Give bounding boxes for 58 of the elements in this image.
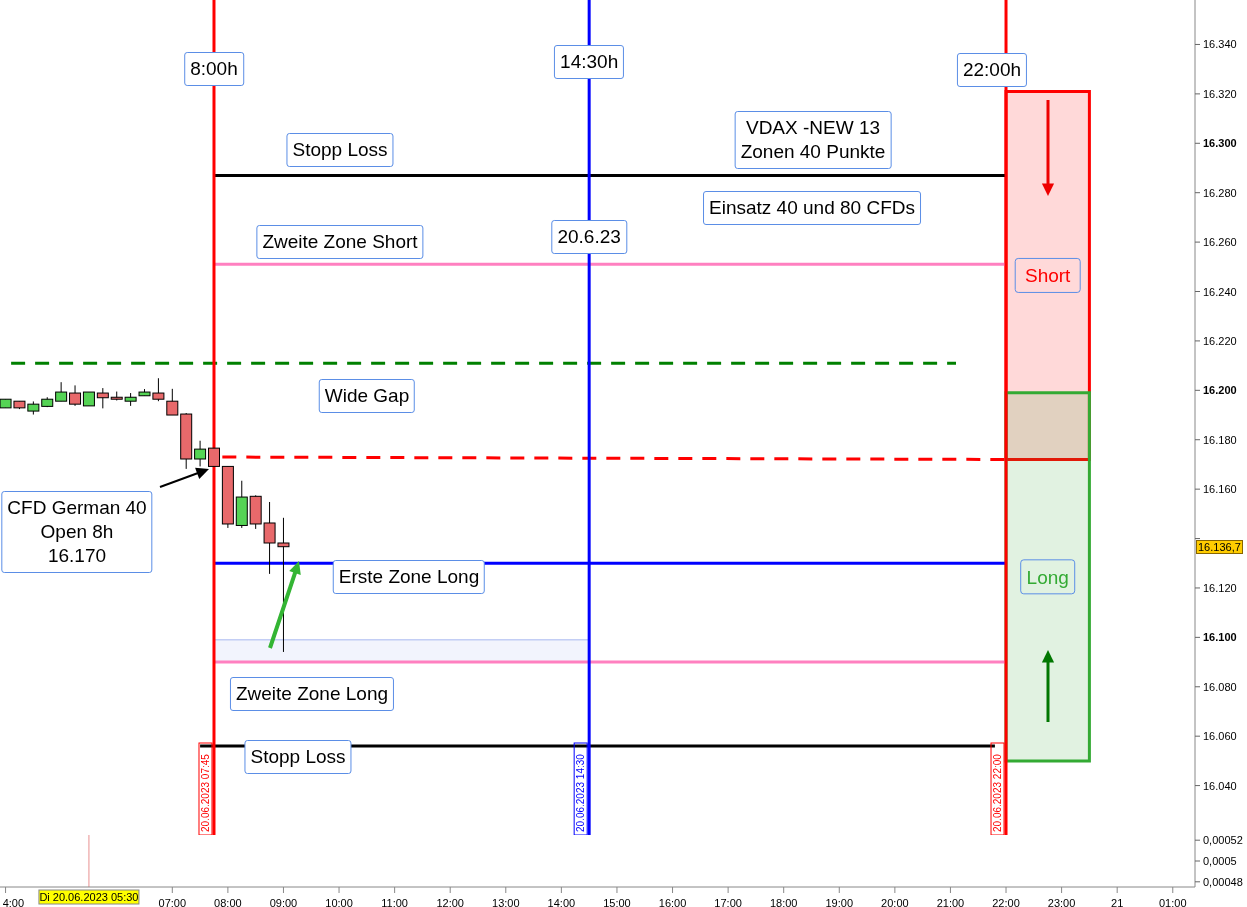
- x-tick-label: 19:00: [825, 897, 854, 907]
- x-tick-label: 10:00: [325, 897, 353, 907]
- ref-line-label: 20.06.2023 07:45: [199, 753, 211, 832]
- x-tick-label: 07:00: [158, 897, 187, 907]
- annotation: Zweite Zone Short: [256, 225, 424, 259]
- y-tick-label: 16.100: [1203, 631, 1237, 644]
- annotation: Stopp Loss: [286, 133, 394, 167]
- y-tick-label: 16.240: [1203, 285, 1237, 298]
- y-tick-label: 16.060: [1203, 730, 1237, 743]
- text: 16.136,7: [1196, 540, 1243, 554]
- y-tick-label: 16.080: [1203, 680, 1237, 693]
- ref-line-label: 20.06.2023 14:30: [575, 753, 587, 832]
- annotation: CFD German 40 Open 8h 16.170: [1, 491, 153, 573]
- y-tick-label: 16.300: [1203, 137, 1237, 150]
- x-tick-label: 08:00: [214, 897, 242, 907]
- x-tick-label: 13:00: [492, 897, 520, 907]
- x-tick-label: 20:00: [881, 897, 909, 907]
- ref-line-label: 20.06.2023 22:00: [992, 753, 1004, 832]
- y-tick-label: 16.220: [1203, 334, 1237, 347]
- y-tick-label: 0,0005: [1203, 855, 1237, 867]
- band-label: Long: [1026, 566, 1069, 588]
- annotation: VDAX -NEW 13 Zonen 40 Punkte: [734, 111, 892, 169]
- ref-line-label: Di 20.06.2023 05:30: [39, 891, 139, 903]
- y-tick-label: 16.120: [1203, 581, 1237, 594]
- x-tick-label: 18:00: [769, 897, 798, 907]
- annotation: Wide Gap: [318, 379, 416, 413]
- x-tick-label: 15:00: [603, 897, 631, 907]
- x-tick-label: 23:00: [1047, 897, 1076, 907]
- y-tick-label: 16.320: [1203, 87, 1237, 100]
- y-tick-label: 16.280: [1203, 186, 1237, 199]
- x-tick-label: 21:00: [936, 897, 965, 907]
- annotation: Stopp Loss: [244, 740, 352, 774]
- x-tick-label: 11:00: [381, 897, 408, 907]
- x-tick-label: 14:00: [547, 897, 576, 907]
- x-tick-label: 21: [1111, 897, 1124, 907]
- y-tick-label: 16.040: [1203, 779, 1237, 792]
- annotation: 22:00h: [956, 53, 1028, 87]
- x-tick-label: 4:00: [2, 897, 25, 907]
- x-tick-label: 01:00: [1159, 897, 1187, 907]
- x-tick-label: 17:00: [714, 897, 742, 907]
- y-tick-label: 16.260: [1203, 236, 1237, 249]
- y-tick-label: 0,00052: [1203, 834, 1243, 847]
- y-tick-label: 0,00048: [1203, 875, 1243, 888]
- annotation: 20.6.23: [551, 220, 627, 255]
- annotation: 14:30h: [554, 44, 625, 79]
- annotation: Einsatz 40 und 80 CFDs: [703, 191, 921, 225]
- x-tick-label: 12:00: [436, 897, 464, 907]
- y-tick-label: 16.160: [1203, 483, 1237, 496]
- annotation: Zweite Zone Long: [229, 677, 395, 711]
- x-tick-label: 22:00: [992, 897, 1020, 907]
- annotation: 8:00h: [184, 52, 244, 87]
- x-tick-label: 16:00: [658, 897, 687, 907]
- y-tick-label: 16.200: [1203, 384, 1237, 397]
- y-tick-label: 16.180: [1203, 433, 1237, 446]
- band-label: Short: [1025, 265, 1072, 287]
- x-tick-label: 09:00: [269, 897, 298, 907]
- y-tick-label: 16.340: [1203, 38, 1237, 51]
- annotation: Erste Zone Long: [332, 560, 486, 594]
